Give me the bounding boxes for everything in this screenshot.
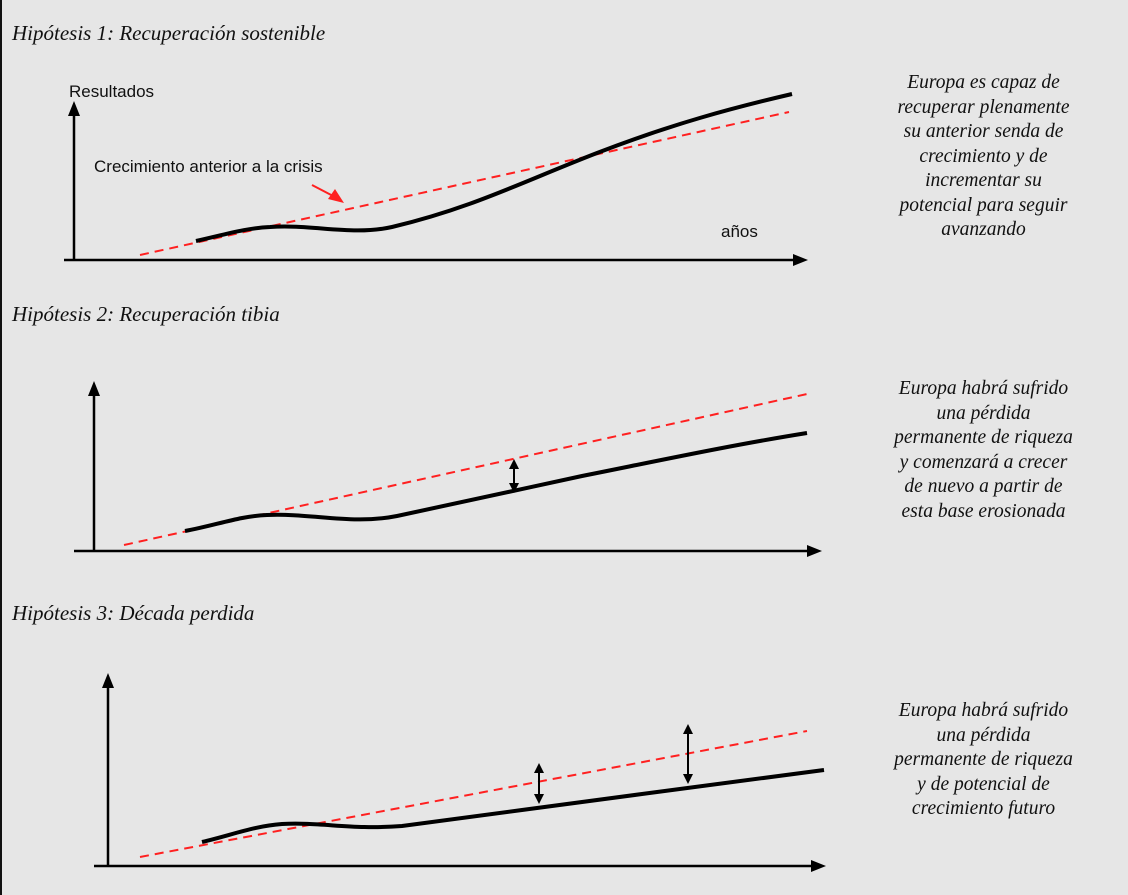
pre-crisis-trend-line: [139, 730, 808, 858]
description-line: crecimiento futuro: [911, 798, 1056, 819]
panel-hypothesis-3: Hipótesis 3: Década perdida Europa habrá…: [0, 585, 1128, 895]
trend-callout-label: Crecimiento anterior a la crisis: [94, 157, 323, 176]
panel-description: Europa habrá sufrido una pérdida permane…: [851, 377, 1116, 524]
description-line: esta base erosionada: [901, 500, 1066, 522]
callout-arrowhead: [328, 189, 344, 203]
gap-arrow: [509, 459, 519, 493]
y-axis-label: Resultados: [69, 82, 154, 101]
panel-hypothesis-2: Hipótesis 2: Recuperación tibia Europa h…: [0, 295, 1128, 585]
description-line: Europa es capaz de: [907, 72, 1060, 93]
panel-description: Europa es capaz de recuperar plenamente …: [851, 71, 1116, 243]
pre-crisis-trend-line: [123, 393, 808, 546]
actual-output-line: [184, 431, 808, 533]
y-axis-arrowhead: [88, 381, 100, 396]
description-line: permanente de riqueza: [894, 749, 1073, 770]
gap-arrow: [683, 724, 693, 784]
actual-output-line: [195, 92, 793, 243]
panel-title: Hipótesis 2: Recuperación tibia: [12, 302, 280, 326]
y-axis-arrowhead: [68, 101, 80, 116]
description-line: Europa habrá sufrido: [898, 700, 1069, 721]
x-axis-arrowhead: [807, 545, 822, 557]
diagram-hypothesis-3: [94, 673, 826, 872]
description-line: una pérdida: [936, 402, 1031, 424]
x-axis-label: años: [721, 222, 758, 241]
x-axis-arrowhead: [793, 254, 808, 266]
diagram-hypothesis-2: [74, 381, 822, 557]
description-line: incrementar su: [925, 170, 1042, 191]
description-line: su anterior senda de: [903, 121, 1064, 142]
description-line: Europa habrá sufrido: [898, 378, 1069, 399]
description-line: crecimiento y de: [919, 145, 1048, 167]
description-line: potencial para seguir: [899, 194, 1068, 216]
x-axis-arrowhead: [811, 860, 826, 872]
gap-arrow: [534, 763, 544, 804]
panel-title: Hipótesis 1: Recuperación sostenible: [12, 21, 326, 45]
actual-output-line: [201, 768, 825, 844]
description-line: recuperar plenamente: [897, 96, 1070, 118]
description-line: y de potencial de: [917, 773, 1050, 795]
description-line: y comenzará a crecer: [899, 451, 1068, 473]
description-line: de nuevo a partir de: [904, 476, 1063, 497]
diagram-hypothesis-1: Resultados Crecimiento anterior a la cri…: [64, 82, 808, 266]
panel-title: Hipótesis 3: Década perdida: [12, 601, 255, 625]
y-axis-arrowhead: [102, 673, 114, 688]
panel-description: Europa habrá sufrido una pérdida permane…: [851, 699, 1116, 822]
description-line: avanzando: [941, 219, 1026, 240]
description-line: una pérdida: [936, 724, 1031, 746]
panel-hypothesis-1: Resultados Crecimiento anterior a la cri…: [0, 0, 1128, 295]
pre-crisis-trend-line: [139, 111, 790, 256]
description-line: permanente de riqueza: [894, 427, 1073, 448]
